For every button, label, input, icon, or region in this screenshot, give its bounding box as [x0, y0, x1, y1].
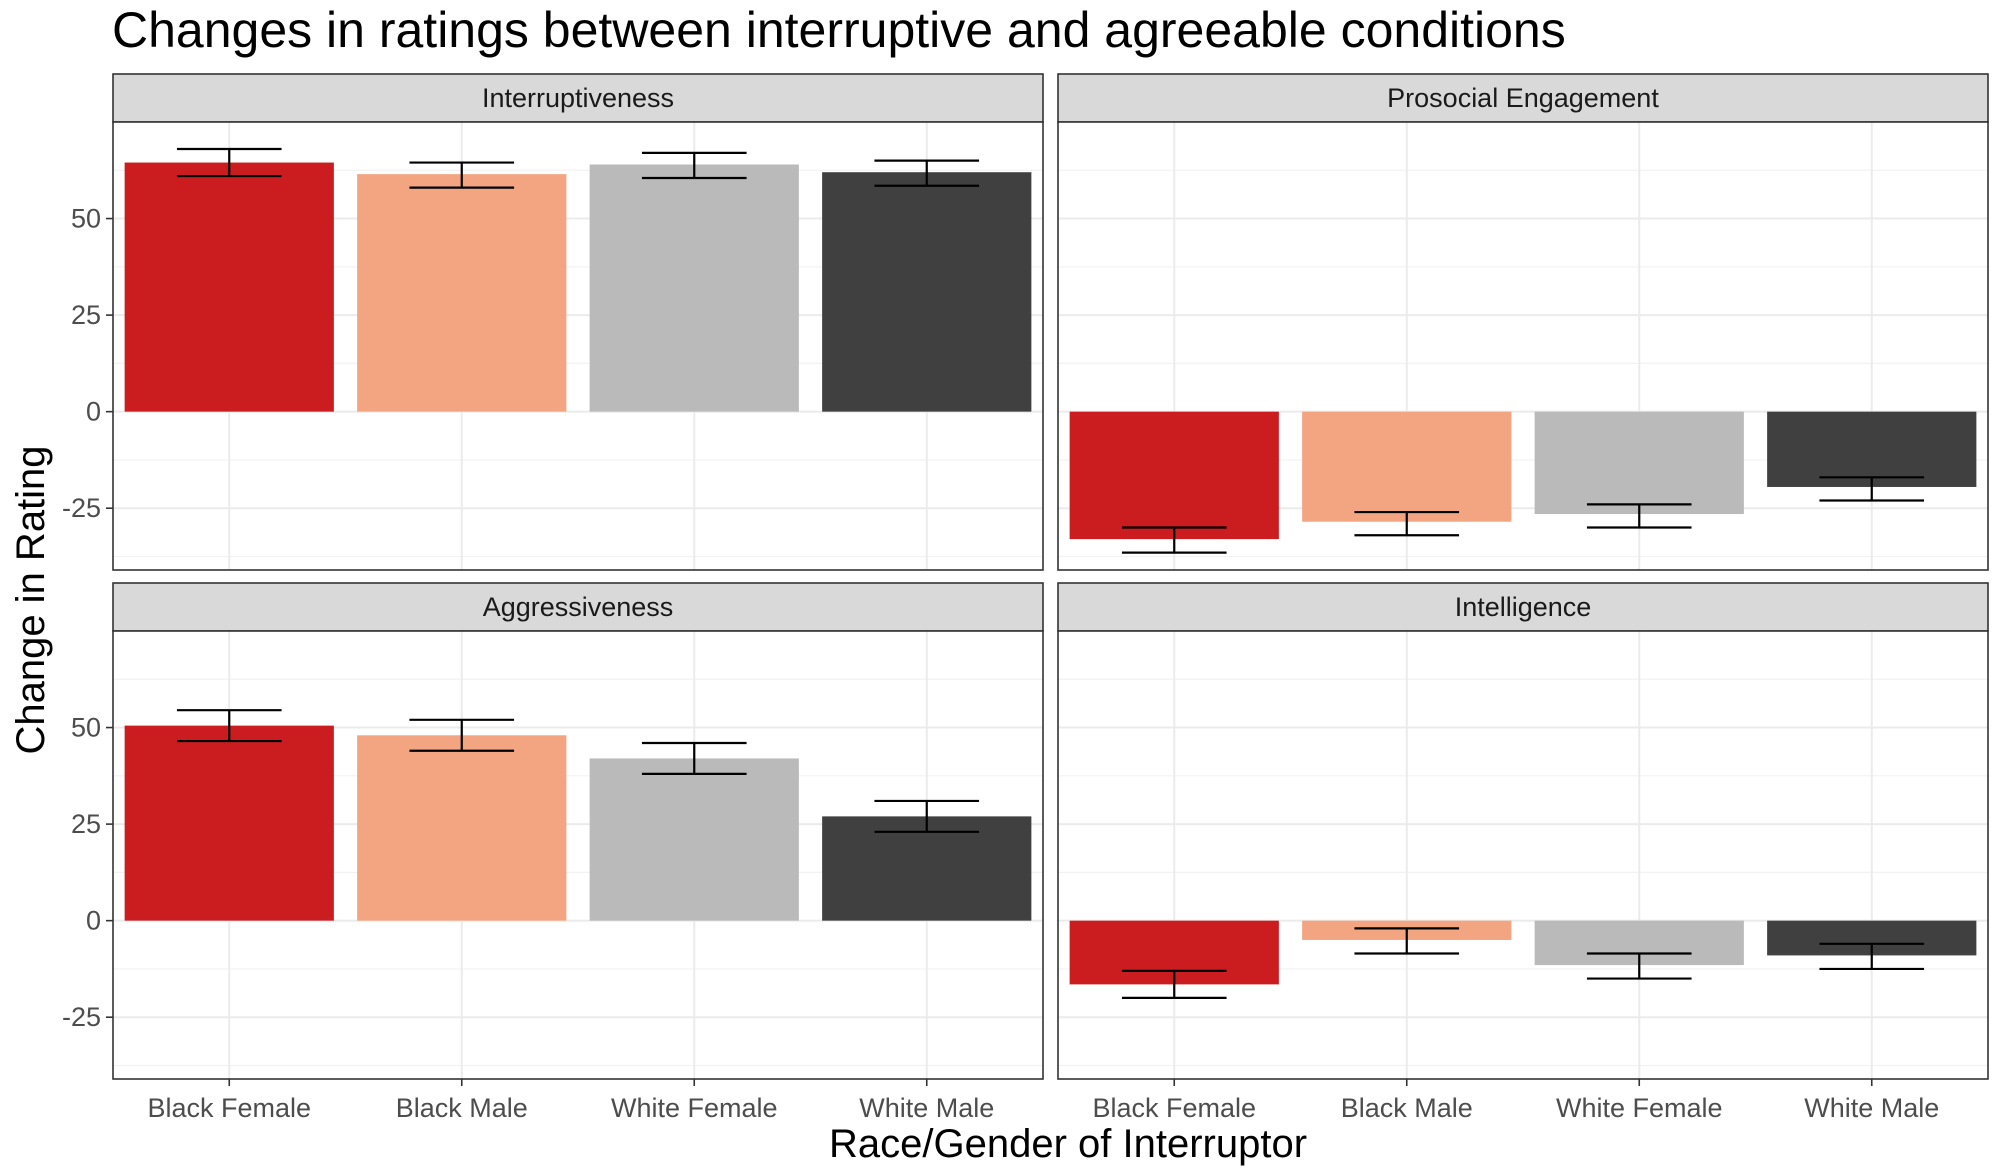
error-bar-white-male: [874, 799, 980, 833]
error-bar-white-female: [1586, 503, 1692, 529]
error-bar-white-male: [1819, 476, 1925, 502]
error-bar-black-male: [409, 718, 515, 752]
strip-interruptiveness: [112, 73, 1044, 123]
panel-intelligence: Intelligence Black Female Black Male White …: [1057, 582, 1989, 1123]
x-tick-label-black-male: Black Male: [396, 1093, 528, 1123]
x-tick-label-black-female: Black Female: [147, 1093, 311, 1123]
bar-black-male: [1302, 411, 1512, 522]
error-bar-white-male: [1819, 942, 1925, 971]
x-tick-label-white-female: White Female: [611, 1093, 778, 1123]
y-axis-title: Change in Rating: [9, 445, 53, 754]
x-axis-title: Race/Gender of Interruptor: [829, 1122, 1307, 1166]
bar-white-female: [589, 758, 799, 921]
strip-label-prosocial-engagement: Prosocial Engagement: [1387, 83, 1659, 113]
panel-border: [1057, 630, 1989, 1080]
x-tick-label-black-male: Black Male: [1341, 1093, 1473, 1123]
panel-aggressiveness: Aggressiveness -25 0 25 50 Black Female Black …: [62, 582, 1044, 1123]
strip-label-interruptiveness: Interruptiveness: [482, 83, 674, 113]
panel-interruptiveness: Interruptiveness -25 0 25 50: [62, 73, 1044, 571]
error-bar-black-male: [1354, 510, 1460, 537]
error-bar-black-female: [176, 147, 282, 178]
error-bar-black-female: [176, 709, 282, 743]
y-tick-label: 25: [71, 809, 101, 839]
bar-black-female: [124, 162, 334, 412]
x-tick-label-white-female: White Female: [1556, 1093, 1723, 1123]
y-tick-label: 25: [71, 300, 101, 330]
bar-white-male: [822, 172, 1032, 412]
bar-white-male: [822, 816, 1032, 921]
error-bar-black-male: [1354, 927, 1460, 955]
strip-label-intelligence: Intelligence: [1455, 592, 1592, 622]
strip-intelligence: [1057, 582, 1989, 632]
x-tick-label-black-female: Black Female: [1092, 1093, 1256, 1123]
y-tick-label: 0: [86, 397, 101, 427]
y-tick-label: 0: [86, 906, 101, 936]
panel-prosocial-engagement: Prosocial Engagement: [1057, 73, 1989, 571]
x-tick-label-white-male: White Male: [859, 1093, 994, 1123]
strip-label-aggressiveness: Aggressiveness: [483, 592, 674, 622]
y-tick-label: 50: [71, 204, 101, 234]
bar-white-male: [1767, 411, 1977, 487]
error-bar-black-male: [409, 161, 515, 189]
strip-aggressiveness: [112, 582, 1044, 632]
panel-background: [1058, 631, 1988, 1079]
error-bar-white-female: [641, 151, 747, 180]
y-tick-label: -25: [62, 493, 101, 523]
bar-white-female: [589, 164, 799, 412]
bar-black-female: [124, 725, 334, 921]
error-bar-black-female: [1121, 526, 1227, 554]
error-bar-white-female: [1586, 952, 1692, 980]
bar-black-male: [357, 735, 567, 921]
chart-title: Changes in ratings between interruptive …: [112, 2, 1566, 58]
bar-white-female: [1534, 411, 1744, 514]
bar-black-female: [1069, 411, 1279, 540]
error-bar-black-female: [1121, 969, 1227, 999]
bar-black-male: [357, 174, 567, 412]
error-bar-white-male: [874, 159, 980, 187]
facet-panels: Interruptiveness -25 0 25 50 Prosocial Engage…: [62, 73, 1989, 1123]
y-tick-label: 50: [71, 713, 101, 743]
strip-prosocial-engagement: [1057, 73, 1989, 123]
y-tick-label: -25: [62, 1002, 101, 1032]
panel-border: [112, 630, 1044, 1080]
panel-border: [112, 121, 1044, 571]
error-bar-white-female: [641, 741, 747, 775]
panel-border: [1057, 121, 1989, 571]
x-tick-label-white-male: White Male: [1804, 1093, 1939, 1123]
